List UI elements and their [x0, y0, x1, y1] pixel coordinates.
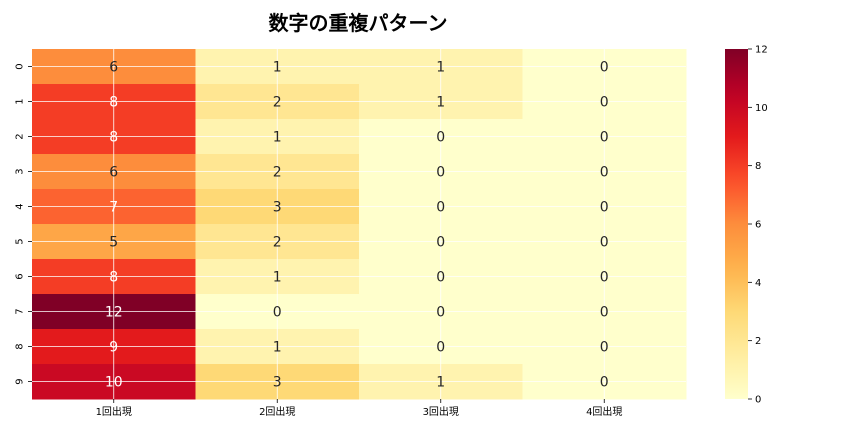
- cell-annotation: 0: [600, 165, 609, 181]
- cell-annotation: 1: [436, 375, 445, 391]
- cell-annotation: 0: [600, 305, 609, 321]
- cell-annotation: 8: [109, 130, 118, 146]
- cell-annotation: 0: [600, 270, 609, 286]
- cell-annotation: 0: [600, 95, 609, 111]
- cell-annotation: 3: [273, 200, 282, 216]
- cell-annotation: 0: [600, 60, 609, 76]
- cell-annotation: 0: [600, 235, 609, 251]
- y-tick-label: 5: [15, 238, 26, 244]
- y-axis: 0 1 2 3 4 5 6 7 8 9: [15, 63, 32, 385]
- cell-annotation: 10: [105, 375, 123, 391]
- cell-annotation: 9: [109, 340, 118, 356]
- x-tick-label: 2回出現: [259, 405, 295, 418]
- y-tick-label: 9: [15, 378, 26, 384]
- y-tick-label: 6: [15, 273, 26, 279]
- cell-annotation: 1: [436, 95, 445, 111]
- cell-annotation: 0: [600, 375, 609, 391]
- cell-annotation: 0: [436, 340, 445, 356]
- cell-annotation: 1: [436, 60, 445, 76]
- gridlines: [32, 49, 686, 399]
- cell-annotation: 0: [600, 200, 609, 216]
- cell-annotation: 0: [600, 130, 609, 146]
- y-tick-label: 1: [15, 98, 26, 104]
- cell-annotation: 1: [273, 130, 282, 146]
- colorbar-tick-label: 6: [755, 220, 761, 231]
- x-tick-label: 3回出現: [423, 405, 459, 418]
- cell-annotation: 0: [436, 130, 445, 146]
- cell-annotation: 1: [273, 270, 282, 286]
- colorbar-tick-label: 0: [755, 395, 761, 406]
- cell-annotation: 0: [600, 340, 609, 356]
- chart-title: 数字の重複パターン: [269, 11, 448, 35]
- colorbar: 0 2 4 6 8 10 12: [725, 45, 768, 406]
- cell-annotation: 0: [436, 235, 445, 251]
- cell-annotations: 6 1 1 08 2 1 08 1 0 06 2 0 07 3 0 05 2 0 08 1 0 012 0 0 09 1 0 010 3…: [105, 60, 609, 391]
- colorbar-tick-label: 8: [755, 161, 761, 172]
- y-tick-label: 3: [15, 168, 26, 174]
- cell-annotation: 1: [273, 60, 282, 76]
- cell-annotation: 12: [105, 305, 123, 321]
- cell-annotation: 8: [109, 270, 118, 286]
- y-tick-label: 0: [15, 63, 26, 69]
- y-tick-label: 2: [15, 133, 26, 139]
- colorbar-gradient: [725, 49, 748, 399]
- x-tick-label: 1回出現: [96, 405, 132, 418]
- colorbar-tick-label: 12: [755, 45, 768, 56]
- cell-annotation: 6: [109, 60, 118, 76]
- cell-annotation: 8: [109, 95, 118, 111]
- cell-annotation: 5: [109, 235, 118, 251]
- colorbar-tick-label: 10: [755, 103, 768, 114]
- cell-annotation: 2: [273, 235, 282, 251]
- cell-annotation: 2: [273, 165, 282, 181]
- colorbar-tick-label: 2: [755, 336, 761, 347]
- x-axis: 1回出現 2回出現 3回出現 4回出現: [96, 399, 622, 418]
- y-tick-label: 4: [15, 203, 26, 209]
- cell-annotation: 0: [436, 165, 445, 181]
- cell-annotation: 2: [273, 95, 282, 111]
- x-tick-label: 4回出現: [586, 405, 622, 418]
- y-tick-label: 8: [15, 343, 26, 349]
- cell-annotation: 0: [436, 305, 445, 321]
- cell-annotation: 6: [109, 165, 118, 181]
- cell-annotation: 0: [436, 270, 445, 286]
- cell-annotation: 0: [436, 200, 445, 216]
- cell-annotation: 0: [273, 305, 282, 321]
- cell-annotation: 3: [273, 375, 282, 391]
- cell-annotation: 7: [109, 200, 118, 216]
- cell-annotation: 1: [273, 340, 282, 356]
- colorbar-tick-label: 4: [755, 278, 761, 289]
- y-tick-label: 7: [15, 308, 26, 314]
